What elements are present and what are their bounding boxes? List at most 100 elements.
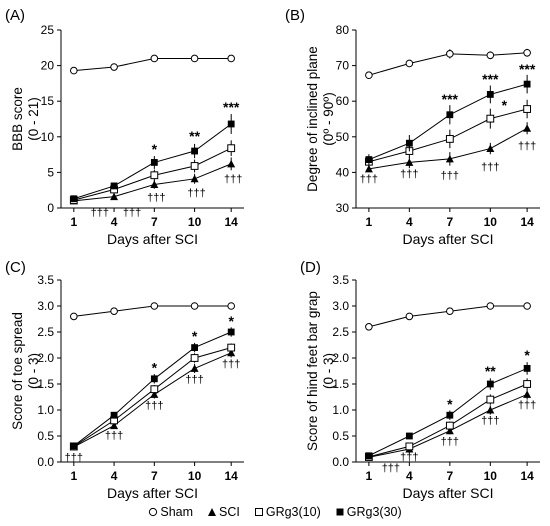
data-point-square-filled (227, 120, 235, 128)
y-axis-label-range: (0 - 21) (26, 97, 41, 141)
data-point-circle (365, 323, 373, 331)
y-tick-label: 1.0 (37, 403, 54, 417)
x-tick-label: 7 (151, 469, 158, 483)
data-point-square-open (486, 395, 495, 404)
dagger-mark: ††† (147, 192, 165, 204)
dagger-mark: ††† (481, 161, 499, 173)
data-point-square-filled (365, 452, 373, 460)
dagger-mark: ††† (400, 451, 418, 463)
data-point-circle (227, 302, 235, 310)
data-point-square-open (445, 135, 454, 143)
x-tick-label: 14 (520, 469, 534, 483)
legend-label: GRg3(10) (265, 505, 321, 519)
dagger-mark: ††† (382, 462, 400, 474)
data-point-square-filled (446, 111, 454, 119)
x-tick-label: 4 (406, 469, 413, 483)
x-tick-label: 10 (484, 469, 498, 483)
y-tick-label: 1.5 (332, 377, 349, 391)
x-axis-label: Days after SCI (402, 485, 493, 501)
data-point-circle (70, 66, 78, 75)
y-axis-label-range: (0 - 3) (321, 353, 336, 389)
y-tick-label: 3.0 (37, 299, 54, 313)
significance-mark: ** (485, 363, 496, 379)
y-tick-label: 0.0 (332, 455, 349, 469)
data-point-circle (446, 307, 454, 316)
dagger-mark: ††† (65, 452, 83, 464)
y-tick-label: 15 (41, 94, 55, 108)
legend-marker-filled-square (336, 508, 344, 516)
legend-label: GRg3(30) (346, 505, 402, 519)
y-tick-label: 50 (336, 130, 350, 144)
data-point-triangle (227, 348, 236, 357)
significance-mark: *** (482, 71, 499, 87)
y-tick-label: 1.5 (37, 377, 54, 391)
y-axis-label: Score of toe spread (10, 312, 25, 430)
data-point-circle (523, 302, 531, 310)
data-point-circle (365, 71, 373, 80)
data-point-square-filled (110, 182, 118, 190)
data-point-square-filled (227, 328, 235, 336)
y-tick-label: 30 (336, 201, 350, 215)
legend-label: SCI (219, 505, 240, 519)
dagger-mark: ††† (441, 436, 459, 448)
y-tick-label: 0.5 (37, 429, 54, 443)
y-tick-label: 25 (41, 23, 55, 37)
y-tick-label: 80 (336, 23, 350, 37)
data-point-circle (405, 59, 414, 68)
series-line (368, 127, 528, 170)
data-point-square-open (523, 380, 532, 388)
y-tick-label: 70 (336, 59, 350, 73)
data-point-triangle (523, 124, 532, 132)
dagger-mark: ††† (481, 415, 499, 427)
data-point-square-open (150, 171, 159, 180)
dagger-mark: ††† (518, 399, 536, 411)
y-axis-label: BBB score (10, 87, 25, 151)
dagger-mark: ††† (400, 168, 418, 180)
data-point-triangle (486, 144, 495, 153)
data-point-square-open (227, 144, 236, 153)
data-point-square-filled (486, 91, 494, 98)
x-tick-label: 4 (111, 469, 118, 483)
data-point-square-filled (70, 442, 78, 450)
data-point-square-filled (523, 80, 531, 88)
data-point-circle (110, 63, 118, 71)
y-tick-label: 2.0 (332, 351, 349, 365)
significance-mark: * (524, 347, 530, 363)
data-point-circle (70, 312, 78, 321)
data-point-triangle (150, 180, 159, 189)
data-point-circle (190, 302, 199, 310)
data-point-triangle (227, 159, 236, 168)
y-axis-label-range: (0º - 90º) (321, 92, 336, 145)
legend-item-grg3-30: GRg3(30) (335, 505, 402, 519)
significance-mark: * (152, 360, 158, 376)
data-point-triangle (190, 174, 199, 183)
significance-mark: * (502, 97, 508, 113)
data-point-triangle (190, 364, 199, 372)
panel-label: (A) (5, 7, 25, 24)
data-point-triangle (110, 192, 119, 201)
data-point-square-open (405, 442, 414, 451)
data-point-square-filled (523, 365, 531, 372)
y-axis-label: Degree of inclined plane (305, 46, 320, 192)
y-tick-label: 0.5 (332, 429, 349, 443)
significance-mark: * (152, 141, 158, 157)
data-point-square-filled (150, 159, 158, 166)
y-tick-label: 10 (41, 130, 55, 144)
data-point-circle (190, 54, 199, 63)
data-point-square-open (227, 343, 236, 352)
data-point-square-filled (110, 411, 118, 419)
legend-marker-filled-triangle (208, 508, 217, 516)
data-point-circle (523, 48, 531, 57)
data-point-circle (486, 51, 495, 60)
dagger-mark: ††† (123, 207, 141, 219)
data-point-triangle (445, 154, 454, 163)
x-tick-label: 10 (188, 215, 202, 229)
x-tick-label: 1 (70, 469, 77, 483)
dagger-mark: ††† (185, 374, 203, 386)
data-point-square-filled (405, 139, 413, 147)
data-point-circle (110, 307, 118, 316)
significance-mark: *** (223, 99, 240, 115)
